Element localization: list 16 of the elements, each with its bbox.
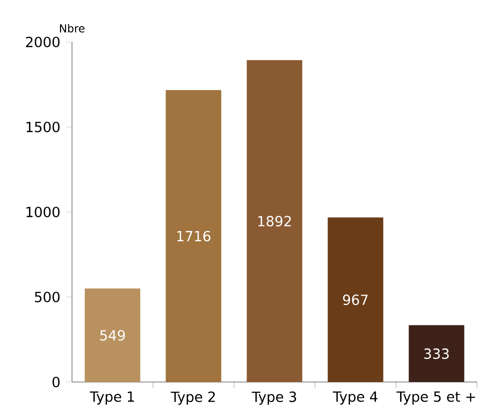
y-tick-label: 1000 [26,206,60,218]
data-label: 1892 [258,216,291,226]
x-tick-label: Type 4 [332,392,378,405]
y-tick-label: 0 [52,376,60,388]
y-tick-label: 500 [34,292,60,302]
data-label: 549 [100,330,125,341]
y-tick-label: 2000 [26,36,60,48]
data-label: 1716 [177,230,210,242]
x-tick-label: Type 3 [252,392,296,405]
y-axis-title: Nbre [60,24,85,32]
y-tick-label: 1500 [26,122,60,132]
data-label: 333 [424,348,449,359]
x-tick-label: Type 2 [170,392,215,405]
data-label: 967 [343,294,368,306]
x-tick-label: Type 5 et + [396,392,475,405]
x-tick-label: Type 1 [90,392,134,405]
